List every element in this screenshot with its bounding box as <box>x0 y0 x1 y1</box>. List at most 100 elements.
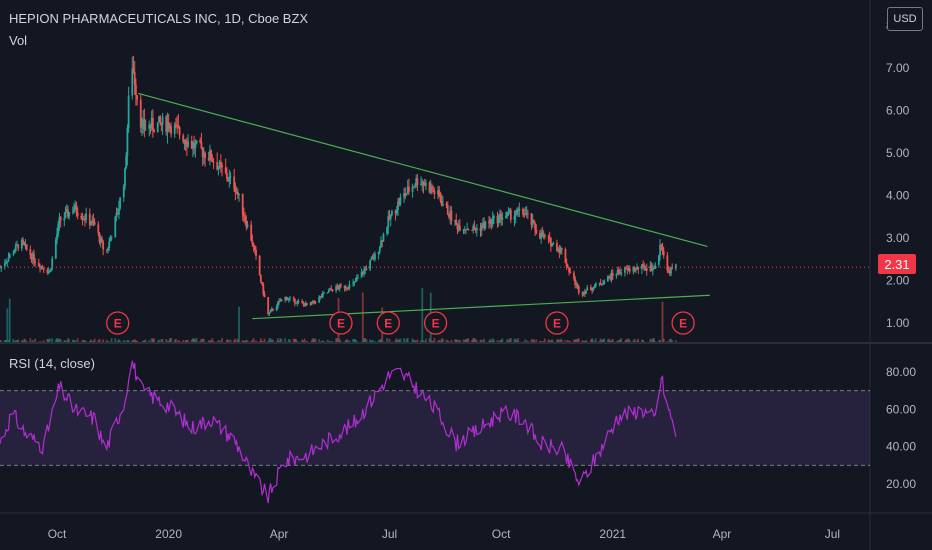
candle-283 <box>480 226 483 231</box>
candle-5 <box>7 257 10 262</box>
volume-bar-34 <box>57 338 60 342</box>
candle-202 <box>343 285 346 289</box>
volume-bar-110 <box>185 340 188 342</box>
candle-245 <box>415 178 418 186</box>
volume-bar-215 <box>364 338 367 342</box>
candle-111 <box>187 141 189 147</box>
candle-390 <box>661 245 664 252</box>
candle-353 <box>599 282 602 285</box>
candle-136 <box>229 176 232 178</box>
candle-52 <box>88 213 91 225</box>
candle-115 <box>194 143 197 149</box>
candle-154 <box>261 281 263 285</box>
volume-bar-152 <box>258 341 261 342</box>
volume-bar-287 <box>488 340 490 342</box>
volume-bar-156 <box>263 338 266 342</box>
candle-64 <box>108 241 111 249</box>
volume-bar-149 <box>252 338 255 342</box>
volume-bar-358 <box>608 338 611 342</box>
candle-251 <box>424 182 427 186</box>
volume-bar-48 <box>81 339 84 342</box>
candle-142 <box>241 193 244 215</box>
volume-bar-325 <box>551 339 553 342</box>
candle-259 <box>439 196 442 201</box>
earnings-marker-circle-2 <box>376 311 400 335</box>
candle-235 <box>398 201 401 205</box>
time-axis-tick-5: 2021 <box>599 527 626 541</box>
volume-bar-70 <box>118 339 120 342</box>
candle-9 <box>14 245 17 251</box>
volume-bar-160 <box>270 340 273 342</box>
volume-bar-220 <box>372 341 375 342</box>
volume-bar-95 <box>160 339 163 342</box>
volume-bar-373 <box>633 338 636 342</box>
candle-176 <box>297 301 300 302</box>
candle-40 <box>67 209 69 217</box>
volume-bar-327 <box>556 339 558 342</box>
volume-bar-185 <box>313 338 316 342</box>
volume-bar-5 <box>7 339 10 342</box>
volume-bar-102 <box>173 339 176 342</box>
candle-25 <box>41 265 44 268</box>
candle-335 <box>568 267 570 273</box>
volume-bar-359 <box>609 340 612 342</box>
candle-254 <box>431 186 433 191</box>
candle-3 <box>5 262 7 264</box>
volume-bar-148 <box>251 340 254 342</box>
candle-1 <box>0 266 3 268</box>
chart-title: HEPION PHARMACEUTICALS INC, 1D, Cboe BZX <box>9 11 309 26</box>
candle-248 <box>421 182 424 184</box>
candle-387 <box>657 255 660 265</box>
candle-296 <box>501 217 504 220</box>
candle-305 <box>517 209 520 212</box>
price-axis-tick-4: 5.00 <box>886 146 910 160</box>
volume-bar-109 <box>184 339 187 342</box>
volume-bar-263 <box>446 340 449 342</box>
candle-50 <box>84 218 86 220</box>
volume-bar-184 <box>312 338 314 342</box>
volume-bar-249 <box>422 340 425 342</box>
candle-349 <box>592 287 595 290</box>
volume-bar-172 <box>292 338 295 342</box>
volume-bar-270 <box>457 340 460 342</box>
volume-bar-272 <box>462 339 465 342</box>
candle-91 <box>153 130 156 133</box>
volume-bar-142 <box>241 340 244 342</box>
volume-bar-377 <box>640 339 643 342</box>
volume-bar-171 <box>289 339 291 342</box>
candle-159 <box>269 310 272 313</box>
volume-bar-107 <box>182 340 185 342</box>
volume-bar-14 <box>23 338 26 342</box>
candle-152 <box>258 255 261 276</box>
volume-bar-344 <box>583 341 586 342</box>
candle-360 <box>610 272 613 280</box>
volume-bar-300 <box>508 338 511 342</box>
volume-bar-355 <box>602 339 604 342</box>
candle-62 <box>105 249 108 251</box>
candle-29 <box>48 270 51 272</box>
volume-bar-96 <box>161 339 164 342</box>
volume-bar-39 <box>65 341 68 342</box>
currency-button[interactable]: USD <box>887 7 923 31</box>
candle-146 <box>246 224 249 227</box>
candle-327 <box>556 242 558 251</box>
candle-41 <box>68 212 71 217</box>
candle-331 <box>560 247 563 250</box>
candle-385 <box>653 268 655 269</box>
candle-143 <box>242 214 245 217</box>
volume-bar-365 <box>619 339 621 342</box>
volume-bar-314 <box>532 339 535 342</box>
candle-386 <box>654 264 657 269</box>
candle-323 <box>548 237 551 239</box>
candle-252 <box>428 182 431 193</box>
volume-bar-145 <box>245 339 248 342</box>
candle-219 <box>371 257 374 259</box>
candle-165 <box>279 301 282 302</box>
volume-bar-356 <box>603 338 606 342</box>
volume-bar-77 <box>131 340 134 342</box>
candle-32 <box>54 239 57 259</box>
candle-242 <box>411 186 414 192</box>
candle-313 <box>531 219 534 225</box>
volume-bar-162 <box>275 340 278 342</box>
